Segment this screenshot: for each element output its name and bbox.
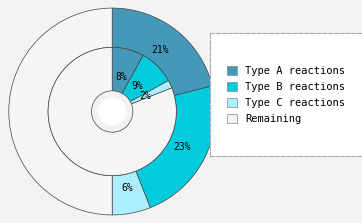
Text: 23%: 23%: [173, 142, 190, 152]
Wedge shape: [112, 47, 143, 93]
Wedge shape: [9, 8, 112, 215]
Wedge shape: [122, 55, 168, 101]
Wedge shape: [130, 81, 172, 104]
Wedge shape: [136, 86, 216, 208]
Text: 8%: 8%: [115, 72, 127, 82]
Text: 6%: 6%: [121, 183, 133, 193]
Circle shape: [99, 98, 126, 125]
Text: 2%: 2%: [139, 91, 151, 101]
Text: 9%: 9%: [132, 81, 144, 91]
Wedge shape: [112, 171, 150, 215]
Wedge shape: [48, 47, 176, 176]
Text: 21%: 21%: [151, 45, 169, 55]
Legend: Type A reactions, Type B reactions, Type C reactions, Remaining: Type A reactions, Type B reactions, Type…: [222, 60, 350, 129]
Wedge shape: [112, 8, 212, 95]
